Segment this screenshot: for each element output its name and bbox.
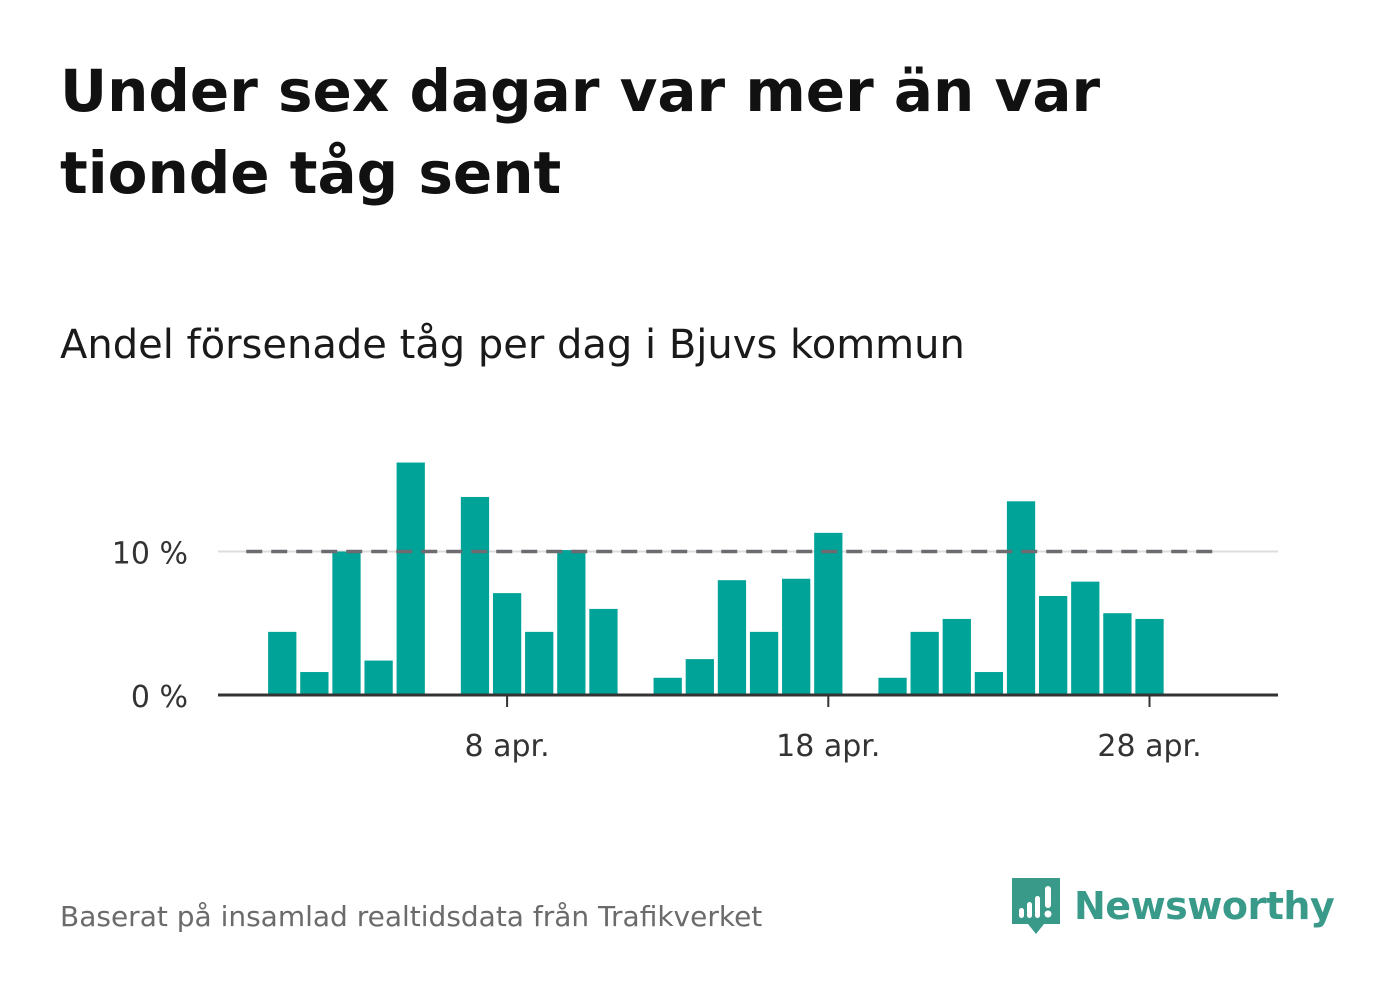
bar xyxy=(814,532,843,695)
brand-logo[interactable]: Newsworthy xyxy=(1010,876,1335,936)
x-tick-label: 28 apr. xyxy=(1097,729,1201,764)
bar xyxy=(300,672,329,695)
bar xyxy=(942,618,971,695)
bar xyxy=(396,462,425,695)
bar xyxy=(1006,501,1036,695)
bar-chart: 0 % 10 % 8 apr. 18 apr. 28 apr. xyxy=(112,462,1278,764)
source-note: Baserat på insamlad realtidsdata från Tr… xyxy=(60,900,763,933)
bar xyxy=(653,677,682,695)
bar xyxy=(589,608,618,695)
bar xyxy=(878,677,907,695)
bar xyxy=(1135,618,1164,695)
bar xyxy=(332,551,361,695)
x-tick-label: 18 apr. xyxy=(776,729,880,764)
y-tick-label: 10 % xyxy=(112,537,188,572)
bar xyxy=(1039,595,1068,695)
bar xyxy=(910,631,939,695)
bar xyxy=(782,578,811,695)
bar xyxy=(557,550,586,695)
bar xyxy=(1071,581,1100,695)
bar xyxy=(1103,613,1132,695)
bar xyxy=(492,593,522,695)
bar xyxy=(525,631,554,695)
bar xyxy=(460,496,490,695)
bar xyxy=(364,660,393,695)
y-tick-label: 0 % xyxy=(131,680,188,715)
brand-name: Newsworthy xyxy=(1074,884,1335,928)
bar xyxy=(717,580,747,695)
bar xyxy=(974,672,1004,695)
chart-subtitle: Andel försenade tåg per dag i Bjuvs komm… xyxy=(60,322,965,368)
chart-title: Under sex dagar var mer än var tionde tå… xyxy=(60,57,1101,207)
bar xyxy=(749,631,779,695)
x-tick-label: 8 apr. xyxy=(465,729,550,764)
newsworthy-logo-icon xyxy=(1012,878,1060,934)
bar xyxy=(268,631,297,695)
bar xyxy=(685,659,714,695)
